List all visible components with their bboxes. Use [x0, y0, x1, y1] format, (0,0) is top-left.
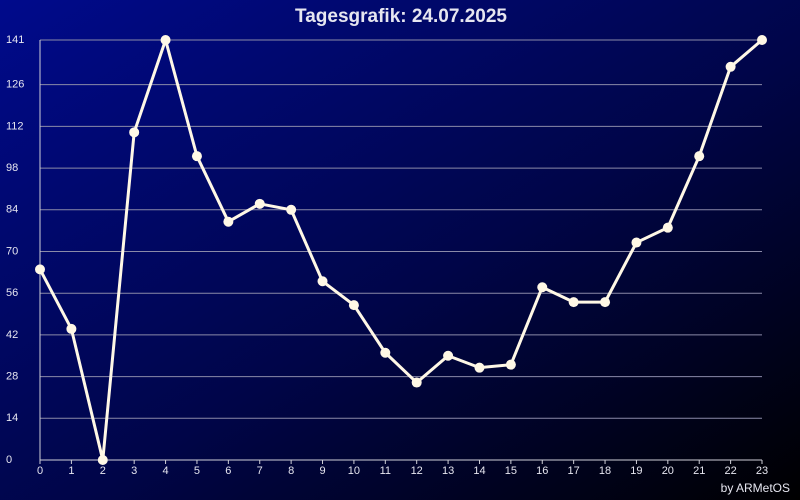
point — [223, 216, 234, 227]
x-tick-label: 21 — [693, 465, 705, 477]
x-tick-label: 1 — [68, 465, 74, 477]
x-tick-label: 8 — [288, 465, 294, 477]
x-tick-label: 14 — [473, 465, 485, 477]
x-tick-label: 15 — [505, 465, 517, 477]
point — [380, 347, 391, 358]
point — [443, 350, 454, 361]
x-tick-label: 12 — [411, 465, 423, 477]
point — [160, 35, 171, 45]
point — [129, 127, 140, 138]
point — [474, 362, 485, 373]
point — [631, 237, 642, 248]
y-tick-label: 0 — [6, 454, 12, 466]
chart-title: Tagesgrafik: 24.07.2025 — [295, 6, 507, 27]
y-tick-label: 112 — [6, 120, 24, 132]
credit: by ARMetOS — [721, 481, 790, 495]
x-tick-label: 9 — [319, 465, 325, 477]
point — [286, 204, 297, 215]
x-tick-label: 19 — [630, 465, 642, 477]
point — [411, 377, 422, 388]
point — [725, 61, 736, 72]
x-tick-label: 5 — [194, 465, 200, 477]
x-tick-label: 10 — [348, 465, 360, 477]
point — [348, 300, 359, 311]
x-tick-label: 3 — [131, 465, 137, 477]
point — [254, 198, 265, 209]
y-tick-label: 28 — [6, 371, 18, 383]
x-tick-label: 22 — [724, 465, 736, 477]
point — [505, 359, 516, 370]
point — [568, 297, 579, 308]
point — [662, 222, 673, 233]
x-tick-label: 0 — [37, 465, 43, 477]
x-tick-label: 11 — [380, 465, 391, 477]
line — [38, 38, 763, 462]
y-tick-label: 42 — [6, 329, 18, 341]
x-tick-label: 7 — [257, 465, 263, 477]
point — [694, 151, 705, 162]
x-tick-label: 20 — [662, 465, 674, 477]
x-tick-label: 2 — [100, 465, 106, 477]
x-tick-label: 13 — [442, 465, 454, 477]
point — [35, 264, 45, 275]
y-tick-label: 14 — [6, 412, 18, 424]
y-tick-label: 141 — [6, 34, 24, 46]
point — [757, 35, 767, 45]
point — [317, 276, 328, 287]
x-tick-label: 4 — [163, 465, 169, 477]
point — [600, 297, 611, 308]
x-tick-label: 16 — [536, 465, 548, 477]
point — [191, 151, 202, 162]
point — [97, 455, 108, 465]
y-tick-label: 84 — [6, 204, 18, 216]
y-tick-label: 56 — [6, 287, 18, 299]
x-tick-label: 23 — [756, 465, 768, 477]
y-tick-label: 70 — [6, 245, 18, 257]
point — [537, 282, 548, 293]
point — [66, 323, 77, 334]
x-tick-label: 18 — [599, 465, 611, 477]
y-tick-label: 98 — [6, 162, 18, 174]
x-tick-label: 6 — [225, 465, 231, 477]
x-tick-label: 17 — [568, 465, 580, 477]
y-tick-label: 126 — [6, 79, 24, 91]
